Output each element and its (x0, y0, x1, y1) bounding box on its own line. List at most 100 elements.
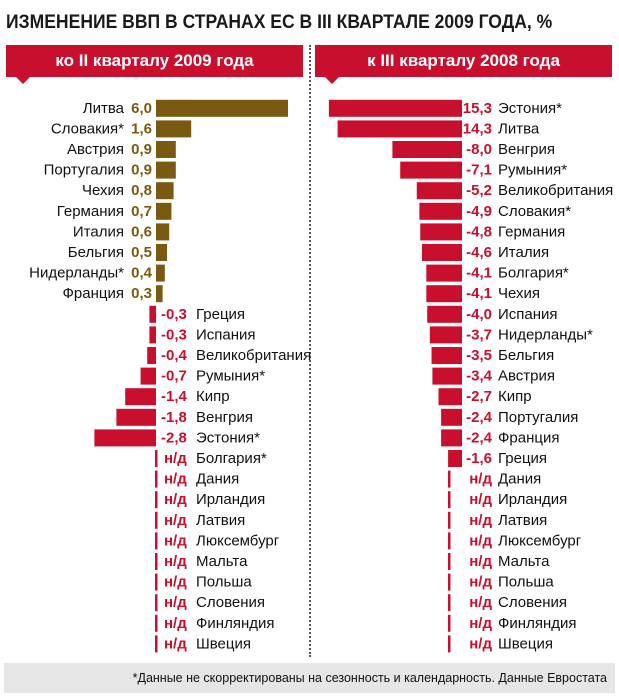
category-label: Португалия (498, 409, 578, 426)
chart-title: ИЗМЕНЕНИЕ ВВП В СТРАНАХ ЕС В III КВАРТАЛ… (6, 11, 553, 33)
category-label: Финляндия (196, 615, 274, 632)
na-bar-mark (155, 594, 158, 612)
data-label: -14,3 (458, 120, 492, 137)
na-bar-mark (448, 532, 451, 550)
data-label: 0,3 (131, 285, 152, 302)
na-bar-mark (155, 553, 158, 570)
data-label: -7,1 (466, 162, 492, 179)
category-label: Польша (196, 574, 252, 591)
category-label: Греция (196, 306, 245, 323)
data-label: н/д (164, 512, 187, 529)
right-panel-header: к III кварталу 2008 года (315, 45, 612, 77)
bar (421, 244, 462, 261)
category-label: Болгария* (498, 265, 569, 282)
data-label: н/д (469, 635, 492, 652)
category-label: Бельгия (68, 244, 124, 261)
bar (441, 429, 462, 447)
category-label: Ирландия (196, 491, 265, 508)
bar (156, 223, 170, 241)
category-label: Германия (57, 203, 124, 220)
data-label: 0,9 (131, 141, 152, 158)
data-label: -5,2 (466, 182, 492, 199)
category-label: Болгария* (196, 450, 267, 467)
category-label: Греция (498, 450, 547, 467)
data-label: -8,0 (466, 141, 492, 158)
na-bar-mark (155, 470, 158, 488)
na-bar-mark (155, 532, 158, 550)
category-label: Словакия* (498, 203, 571, 220)
data-label: -4,0 (466, 306, 492, 323)
data-label: -1,4 (161, 388, 188, 405)
bar (416, 182, 462, 200)
data-label: -3,5 (466, 347, 492, 364)
bar (392, 141, 462, 158)
category-label: Чехия (82, 182, 124, 199)
category-label: Латвия (196, 512, 245, 529)
bar (147, 347, 156, 364)
panel-divider (309, 45, 311, 657)
data-label: -3,7 (466, 326, 492, 343)
bar (156, 161, 176, 179)
bar (94, 429, 156, 447)
bar (431, 347, 462, 364)
na-bar-mark (155, 450, 158, 467)
data-label: -4,1 (466, 265, 492, 282)
data-label: -1,6 (466, 450, 492, 467)
category-label: Дания (498, 471, 541, 488)
category-label: Словакия* (51, 120, 124, 137)
data-label: н/д (469, 491, 492, 508)
data-label: 0,6 (131, 223, 152, 240)
data-label: -0,4 (161, 347, 188, 364)
na-bar-mark (448, 573, 451, 591)
bar (432, 367, 462, 385)
category-label: Латвия (498, 512, 547, 529)
data-label: н/д (164, 471, 187, 488)
category-label: Нидерланды* (498, 326, 593, 343)
bar (156, 141, 176, 158)
category-label: Швеция (498, 635, 553, 652)
bar (125, 388, 156, 406)
category-label: Литва (498, 120, 540, 137)
bar (156, 202, 172, 220)
na-bar-mark (155, 491, 158, 509)
category-label: Люксембург (498, 532, 582, 549)
na-bar-mark (155, 635, 158, 653)
data-label: -4,9 (466, 203, 492, 220)
data-label: н/д (164, 594, 187, 611)
data-label: н/д (164, 532, 187, 549)
bar (426, 264, 462, 282)
bar (156, 264, 165, 282)
category-label: Австрия (498, 368, 555, 385)
bar (156, 99, 288, 117)
category-label: Чехия (498, 285, 540, 302)
category-label: Кипр (196, 388, 230, 405)
category-label: Франция (498, 429, 559, 446)
bar (441, 408, 462, 426)
category-label: Финляндия (498, 615, 576, 632)
data-label: -1,8 (161, 409, 187, 426)
data-label: -2,4 (466, 409, 493, 426)
bar (426, 285, 462, 303)
data-label: н/д (164, 615, 187, 632)
bar (400, 161, 462, 179)
bar (337, 120, 462, 138)
na-bar-mark (448, 511, 451, 529)
category-label: Румыния* (498, 162, 567, 179)
data-label: н/д (164, 491, 187, 508)
bar (429, 326, 462, 344)
category-label: Германия (498, 223, 565, 240)
category-label: Люксембург (196, 532, 280, 549)
data-label: н/д (469, 615, 492, 632)
data-label: -2,7 (466, 388, 492, 405)
category-label: Мальта (498, 553, 550, 570)
category-label: Бельгия (498, 347, 554, 364)
na-bar-mark (448, 635, 451, 653)
category-label: Польша (498, 574, 554, 591)
category-label: Великобритания (498, 182, 613, 199)
data-label: н/д (469, 532, 492, 549)
data-label: -0,3 (161, 326, 187, 343)
data-label: -2,4 (466, 429, 493, 446)
category-label: Португалия (44, 162, 124, 179)
category-label: Швеция (196, 635, 251, 652)
data-label: н/д (469, 594, 492, 611)
